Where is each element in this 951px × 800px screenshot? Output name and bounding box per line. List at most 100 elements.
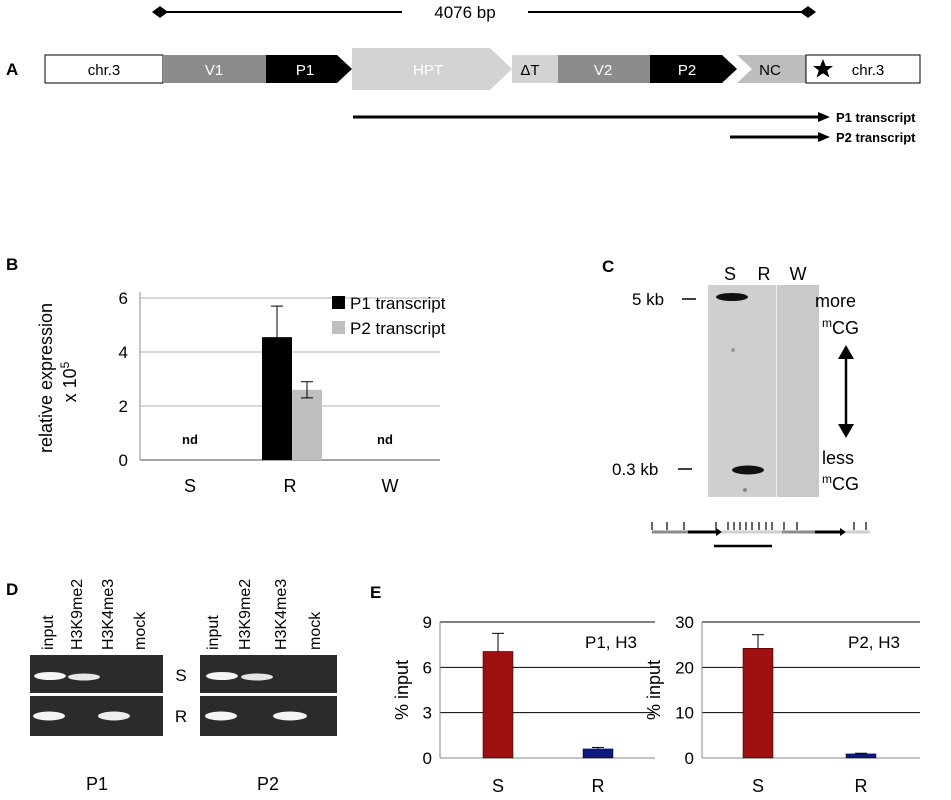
p2-transcript-label: P2 transcript: [836, 130, 916, 145]
c-size-marker-5kb: 5 kb: [632, 290, 664, 309]
c-lane-label-w: W: [790, 264, 807, 284]
e2-y-axis-label: % input: [644, 660, 664, 720]
e1-title: P1, H3: [585, 633, 637, 652]
e2-x-tick-label: S: [752, 776, 764, 796]
c-band-0-3kb: [732, 465, 764, 475]
panel-c: C S R W 5 kb 0.3 kb more mCG less mCG: [602, 257, 870, 548]
p1-transcript-label: P1 transcript: [836, 110, 916, 125]
d-gel-label-p2: P2: [257, 774, 279, 794]
b-y-axis-label-line1: relative expression: [36, 303, 56, 453]
segment-chr3-right-label: chr.3: [852, 62, 885, 79]
d-p1-lane-label-h3k4me3: H3K4me3: [100, 579, 117, 650]
d-p1-lane-label-input: input: [40, 615, 57, 650]
b-legend-label-p1: P1 transcript: [350, 294, 446, 313]
e2-x-tick-label: R: [855, 776, 868, 796]
c-schematic: [651, 522, 870, 548]
d-p1-band: [98, 711, 130, 721]
p2-transcript-arrowhead: [818, 132, 830, 142]
segment-p1: [266, 55, 352, 83]
d-p2-lane-label-h3k4me3: H3K4me3: [273, 579, 290, 650]
chart-e2: 0 10 20 30 S R P2, H3 % input: [644, 613, 920, 796]
e2-y-tick-label: 20: [675, 658, 694, 677]
span-diamond-left: [152, 6, 168, 18]
segment-delta-t-label: ΔT: [520, 62, 539, 79]
b-y-axis-label: relative expression x 105: [36, 303, 80, 453]
d-row-label-r: R: [175, 707, 187, 726]
b-x-tick-label: R: [284, 476, 297, 496]
segment-hpt-label: HPT: [413, 62, 443, 79]
panel-a: A 4076 bp chr.3 V1 P1 HPT ΔT V2 P2 NC ch…: [6, 3, 921, 145]
star-icon: [813, 59, 833, 78]
panel-label-a: A: [6, 60, 18, 79]
span-label: 4076 bp: [434, 3, 495, 22]
d-p1-lane-label-h3k9me2: H3K9me2: [69, 579, 86, 650]
panel-b: B 0 2 4 6 S R W nd nd P1 transcr: [6, 255, 446, 496]
b-nd-label-s: nd: [182, 432, 198, 447]
e1-bar-r: [582, 748, 614, 759]
b-x-tick-label: W: [382, 476, 399, 496]
d-p2-lane-label-h3k9me2: H3K9me2: [237, 579, 254, 650]
c-blot-left: [708, 285, 776, 497]
panel-e: E 0 3 6 9 S R P1, H3 % input: [370, 583, 920, 796]
c-annotation-less: less: [822, 448, 854, 468]
d-p2-band: [206, 672, 238, 680]
segment-delta-t: [512, 55, 558, 83]
d-p2-lane-label-mock: mock: [307, 611, 324, 650]
segment-nc: [737, 55, 806, 83]
d-p1-band: [34, 672, 66, 680]
segment-chr3-left: [44, 54, 164, 84]
e1-y-tick-label: 3: [423, 704, 432, 723]
c-schematic-arrowhead: [840, 528, 846, 536]
c-arrow-up-icon: [838, 345, 854, 359]
c-speck: [731, 348, 735, 352]
d-p2-lane-label-input: input: [205, 615, 222, 650]
b-legend-swatch-p1: [332, 296, 345, 309]
segment-chr3-left-label: chr.3: [88, 62, 121, 79]
c-size-marker-0-3kb: 0.3 kb: [612, 460, 658, 479]
e1-x-tick-label: S: [492, 776, 504, 796]
segment-v2: [558, 55, 650, 83]
c-schematic-sites: [651, 522, 867, 530]
e1-x-tick-label: R: [592, 776, 605, 796]
e1-bar-s: [482, 651, 514, 759]
b-nd-label-w: nd: [377, 432, 393, 447]
chart-b: 0 2 4 6 S R W nd nd P1 transcript P2 tra…: [36, 289, 446, 496]
segment-v1: [163, 55, 266, 83]
c-annotation-mcg-top: mCG: [822, 316, 859, 338]
d-p1-lane-label-mock: mock: [132, 611, 149, 650]
e1-y-tick-label: 9: [423, 613, 432, 632]
segment-p2: [650, 55, 737, 83]
span-diamond-right: [800, 6, 816, 18]
d-row-label-s: S: [175, 666, 186, 685]
c-blot-right: [777, 285, 819, 497]
panel-label-c: C: [602, 257, 614, 276]
panel-d: D input H3K9me2 H3K4me3 mock S R input H…: [6, 579, 337, 794]
segment-hpt: [352, 48, 512, 90]
d-p1-band: [68, 673, 100, 681]
segment-v1-label: V1: [205, 62, 223, 79]
b-y-tick-label: 4: [119, 343, 128, 362]
d-p2-band: [205, 711, 237, 721]
b-x-tick-label: S: [184, 476, 196, 496]
e2-bar-r: [845, 753, 877, 759]
segment-nc-label: NC: [759, 62, 781, 79]
b-legend-label-p2: P2 transcript: [350, 319, 446, 338]
e2-y-tick-label: 10: [675, 704, 694, 723]
panel-label-e: E: [370, 583, 381, 602]
d-p2-band: [273, 711, 307, 721]
b-y-tick-label: 2: [119, 397, 128, 416]
e1-y-tick-label: 0: [423, 749, 432, 768]
c-band-5kb: [716, 293, 748, 301]
b-y-axis-label-line2: x 105: [58, 361, 80, 402]
c-lane-label-r: R: [758, 264, 771, 284]
e2-title: P2, H3: [848, 633, 900, 652]
b-bar-p2-r: [292, 389, 322, 460]
c-arrow-down-icon: [838, 424, 854, 438]
c-annotation-mcg-bottom: mCG: [822, 472, 859, 494]
e1-y-tick-label: 6: [423, 658, 432, 677]
d-p1-band: [33, 711, 65, 721]
segment-p2-label: P2: [678, 62, 696, 79]
c-annotation-more: more: [815, 291, 856, 311]
e1-y-axis-label: % input: [392, 660, 412, 720]
